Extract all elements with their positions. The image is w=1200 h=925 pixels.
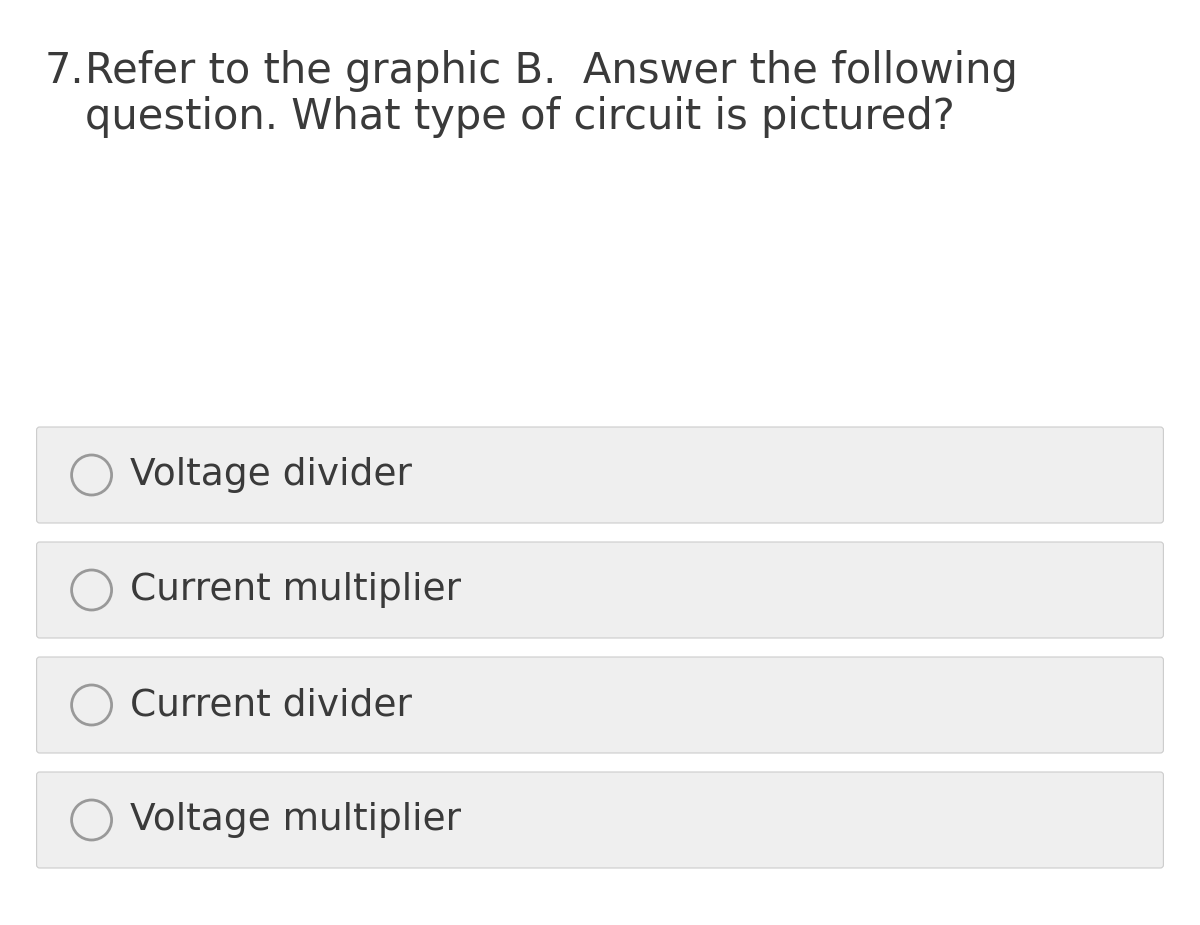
Circle shape	[72, 455, 112, 495]
FancyBboxPatch shape	[37, 657, 1163, 753]
FancyBboxPatch shape	[37, 542, 1163, 638]
Text: Refer to the graphic B.  Answer the following: Refer to the graphic B. Answer the follo…	[85, 50, 1018, 92]
Circle shape	[72, 570, 112, 610]
Text: Current divider: Current divider	[130, 687, 412, 723]
Circle shape	[72, 800, 112, 840]
Text: question. What type of circuit is pictured?: question. What type of circuit is pictur…	[85, 96, 955, 139]
Text: Voltage divider: Voltage divider	[130, 457, 412, 493]
Text: Current multiplier: Current multiplier	[130, 572, 461, 608]
Text: 7.: 7.	[46, 50, 85, 92]
Text: Voltage multiplier: Voltage multiplier	[130, 802, 461, 838]
FancyBboxPatch shape	[37, 427, 1163, 523]
FancyBboxPatch shape	[37, 772, 1163, 868]
Circle shape	[72, 685, 112, 725]
